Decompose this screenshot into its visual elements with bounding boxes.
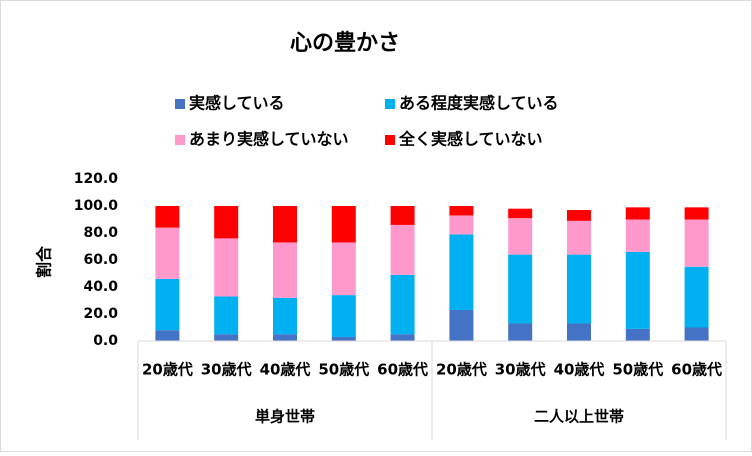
bar-segment [625, 251, 650, 329]
bar-segment [508, 323, 533, 341]
bar-segment [508, 208, 533, 219]
bar-segment [449, 206, 474, 216]
bar-segment [155, 278, 180, 331]
bar-segment [214, 296, 239, 335]
x-tick-label: 40歳代 [554, 361, 605, 379]
bar-segment [567, 323, 591, 341]
bar-segment [331, 336, 356, 341]
bar-segment [390, 206, 415, 225]
x-tick-label: 20歳代 [436, 361, 487, 379]
bar-segment [625, 328, 650, 341]
bar-segment [567, 210, 591, 221]
legend-label: 実感している [189, 94, 285, 113]
bar-segment [625, 219, 650, 252]
y-tick-label: 120.0 [74, 171, 119, 187]
legend-label: 全く実感していない [398, 130, 543, 149]
bar-segment [449, 215, 474, 235]
bar-segment [155, 206, 180, 228]
bar-segment [331, 295, 356, 337]
x-tick-label: 40歳代 [260, 361, 311, 379]
y-tick-label: 80.0 [83, 225, 118, 241]
x-tick-label: 30歳代 [495, 361, 546, 379]
x-tick-label: 20歳代 [142, 361, 193, 379]
bar-segment [449, 234, 474, 310]
bar-segment [214, 238, 239, 297]
bar-segment [684, 207, 709, 220]
y-tick-label: 40.0 [83, 279, 118, 295]
legend-swatch [175, 135, 185, 145]
bar-segment [567, 254, 591, 324]
bar-segment [273, 334, 297, 341]
bar-segment [449, 309, 474, 341]
legend-swatch [175, 99, 185, 109]
bar-segment [155, 330, 180, 341]
bar-segment [625, 207, 650, 220]
x-tick-label: 30歳代 [201, 361, 252, 379]
bar-segment [390, 224, 415, 275]
bar-segment [567, 220, 591, 255]
x-tick-label: 50歳代 [318, 361, 369, 379]
bar-segment [390, 334, 415, 341]
y-tick-label: 60.0 [83, 252, 118, 268]
bar-segment [508, 254, 533, 324]
legend-label: ある程度実感している [399, 94, 559, 113]
bar-segment [684, 266, 709, 328]
chart-title: 心の豊かさ [290, 30, 400, 56]
legend-swatch [385, 135, 395, 145]
bar-segment [214, 206, 239, 239]
bar-segment [273, 242, 297, 298]
bar-segment [684, 219, 709, 267]
bar-segment [508, 218, 533, 255]
group-label: 単身世帯 [255, 408, 315, 426]
y-tick-label: 20.0 [83, 306, 118, 322]
group-label: 二人以上世帯 [534, 408, 624, 426]
bar-segment [390, 274, 415, 335]
bar-segment [684, 327, 709, 341]
x-tick-label: 60歳代 [377, 361, 428, 379]
bar-segment [273, 206, 297, 243]
bar-segment [155, 227, 180, 279]
y-tick-label: 0.0 [93, 333, 118, 349]
bar-segment [331, 206, 356, 243]
bar-segment [214, 334, 239, 341]
x-tick-label: 50歳代 [612, 361, 663, 379]
legend-swatch [385, 99, 395, 109]
y-tick-label: 100.0 [74, 198, 119, 214]
y-axis-label: 割合 [35, 245, 54, 278]
bar-segment [273, 297, 297, 335]
legend-label: あまり実感していない [189, 130, 349, 149]
bar-segment [331, 242, 356, 296]
x-tick-label: 60歳代 [671, 361, 722, 379]
